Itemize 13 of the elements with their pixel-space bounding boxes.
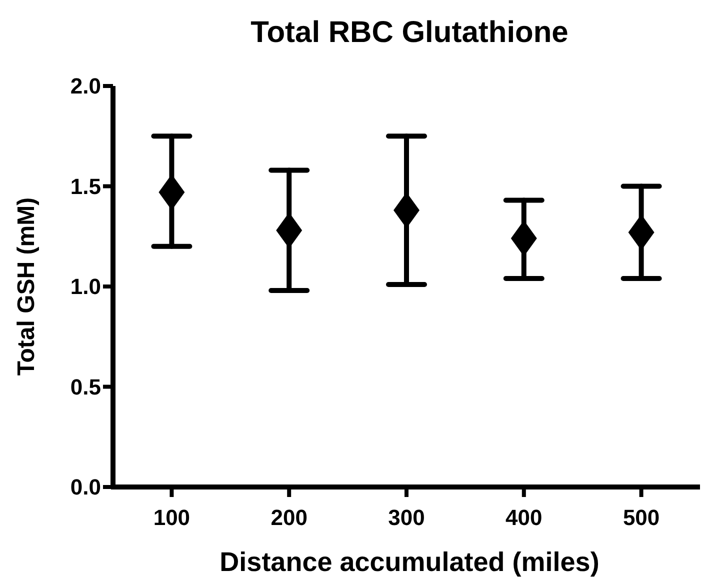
y-tick-label: 1.0	[70, 274, 101, 300]
chart-title: Total RBC Glutathione	[250, 16, 568, 49]
x-tick-label: 400	[506, 505, 542, 530]
y-tick-label: 2.0	[70, 74, 101, 99]
y-tick-label: 1.5	[70, 174, 101, 199]
y-tick-label: 0.5	[70, 374, 101, 400]
y-tick-label: 0.0	[70, 474, 101, 500]
x-tick-label: 300	[388, 505, 425, 530]
x-tick-label: 500	[622, 505, 660, 530]
y-axis-title: Total GSH (mM)	[13, 197, 40, 376]
x-axis-title: Distance accumulated (miles)	[220, 547, 600, 577]
x-tick-label: 200	[270, 505, 308, 530]
x-tick-label: 100	[153, 505, 190, 530]
